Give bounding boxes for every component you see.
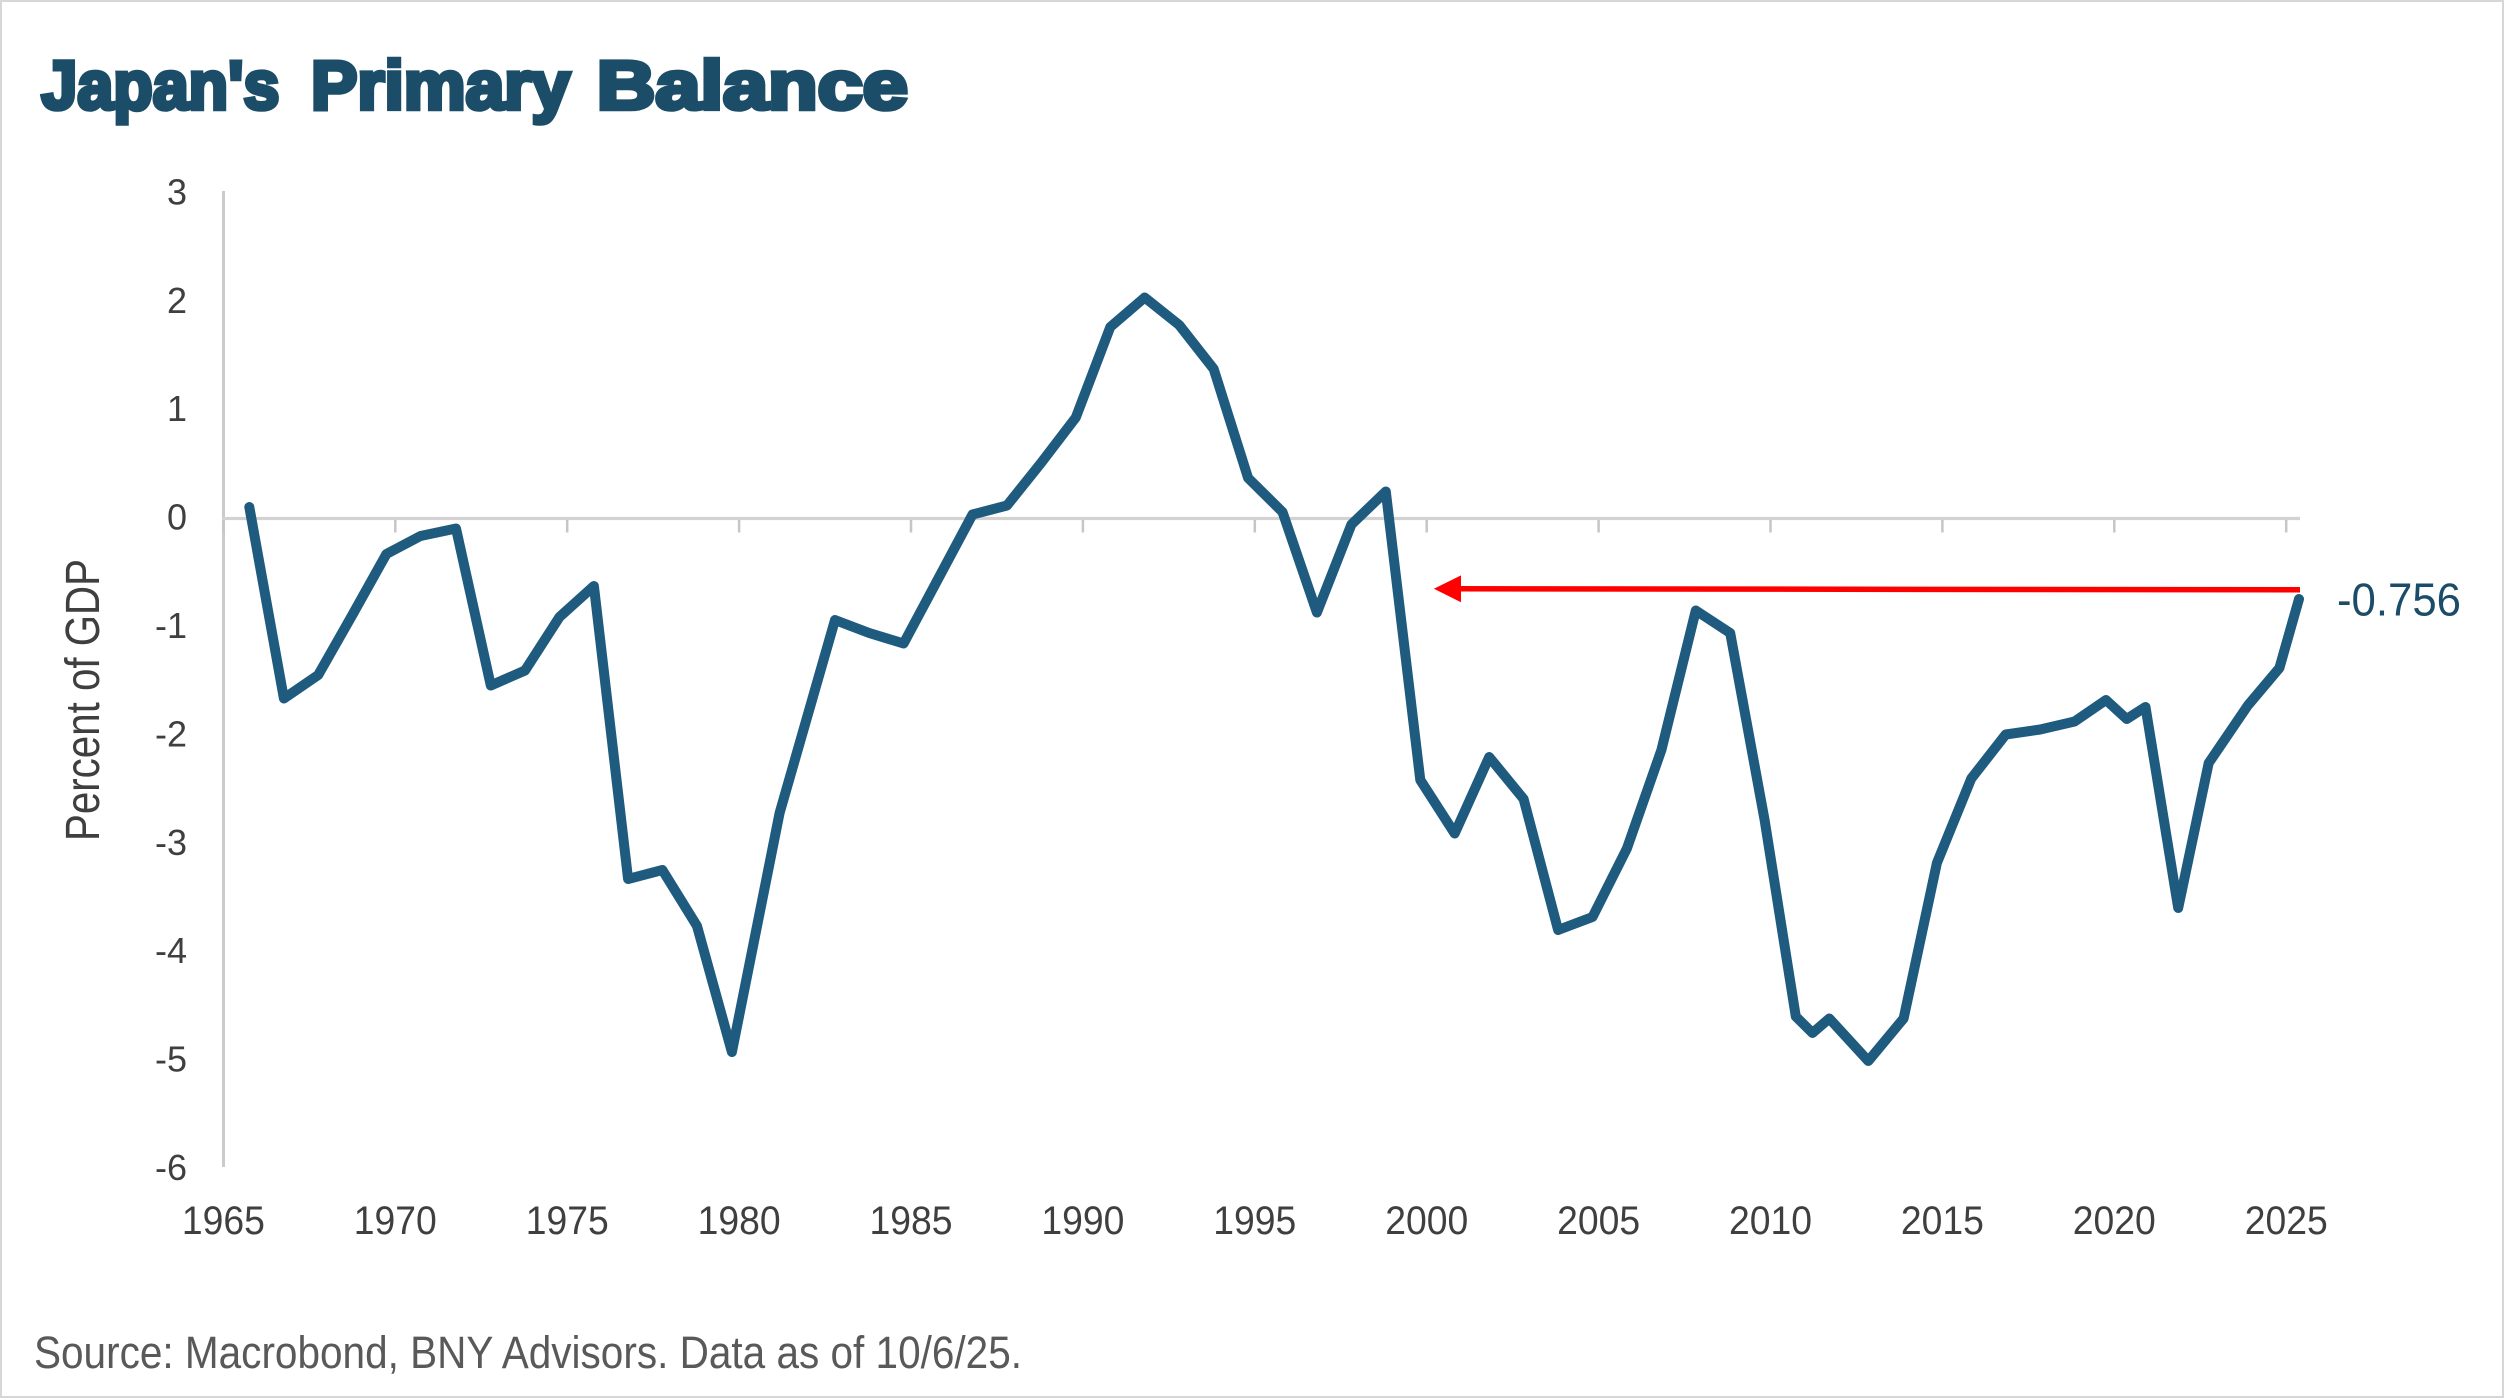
svg-text:-2: -2 xyxy=(155,713,187,754)
svg-text:1995: 1995 xyxy=(1213,1199,1296,1243)
svg-text:1965: 1965 xyxy=(182,1199,265,1243)
svg-text:2005: 2005 xyxy=(1557,1199,1640,1243)
svg-text:-0.756: -0.756 xyxy=(2337,574,2461,626)
svg-text:-3: -3 xyxy=(155,822,187,863)
svg-text:2025: 2025 xyxy=(2245,1199,2328,1243)
svg-text:2020: 2020 xyxy=(2073,1199,2156,1243)
svg-text:3: 3 xyxy=(167,171,187,212)
svg-text:2000: 2000 xyxy=(1385,1199,1468,1243)
svg-text:Primary: Primary xyxy=(311,47,570,124)
svg-text:-6: -6 xyxy=(155,1147,187,1188)
svg-text:Source: Macrobond, BNY Advisor: Source: Macrobond, BNY Advisors. Data as… xyxy=(34,1327,1022,1378)
svg-text:1: 1 xyxy=(167,388,187,429)
svg-text:1990: 1990 xyxy=(1041,1199,1124,1243)
svg-text:1980: 1980 xyxy=(698,1199,781,1243)
svg-text:-1: -1 xyxy=(155,605,187,646)
svg-text:-4: -4 xyxy=(155,930,187,971)
svg-text:Percent of GDP: Percent of GDP xyxy=(57,559,110,841)
svg-text:Japan's: Japan's xyxy=(41,47,279,124)
svg-text:2010: 2010 xyxy=(1729,1199,1812,1243)
svg-text:-5: -5 xyxy=(155,1039,187,1080)
svg-text:0: 0 xyxy=(167,497,187,538)
svg-text:Balance: Balance xyxy=(597,47,908,124)
svg-text:1975: 1975 xyxy=(526,1199,609,1243)
svg-text:2: 2 xyxy=(167,280,187,321)
svg-text:1985: 1985 xyxy=(870,1199,953,1243)
svg-text:1970: 1970 xyxy=(354,1199,437,1243)
svg-text:2015: 2015 xyxy=(1901,1199,1984,1243)
